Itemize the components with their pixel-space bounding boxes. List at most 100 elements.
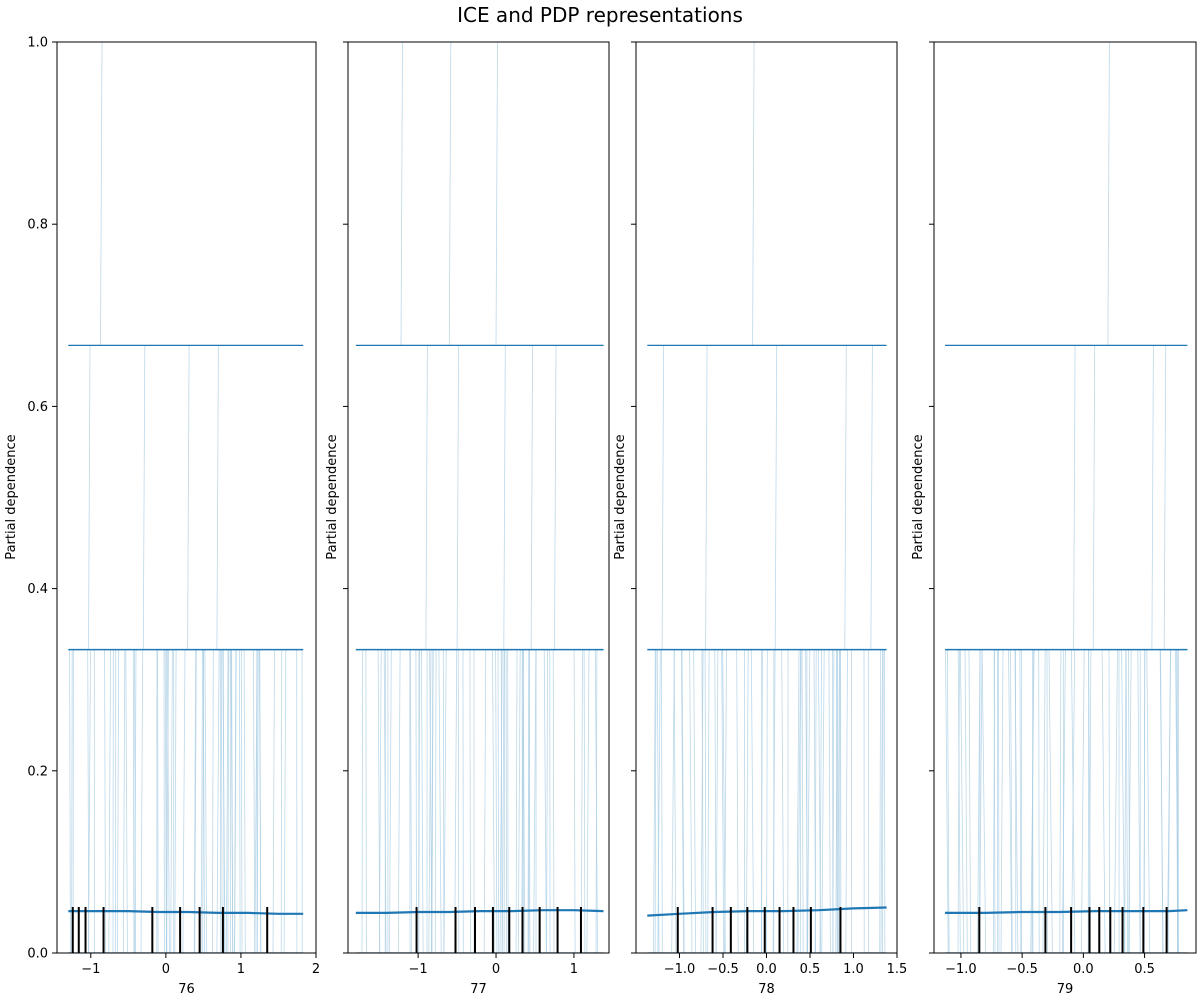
plot-area — [647, 42, 886, 953]
ice-line — [553, 650, 554, 953]
x-tick-label: 1.5 — [887, 962, 908, 977]
ice-line — [767, 650, 768, 953]
ice-line — [662, 345, 664, 649]
x-tick-label: 1 — [237, 962, 245, 977]
ice-line — [217, 345, 219, 649]
ice-line — [379, 650, 381, 953]
ice-line — [544, 650, 546, 953]
ice-line — [1147, 650, 1150, 953]
ice-line — [123, 650, 124, 953]
ice-line — [1108, 42, 1110, 345]
ice-line — [101, 42, 103, 345]
ice-line — [1161, 650, 1163, 953]
ice-line — [117, 650, 118, 953]
ice-line — [1047, 650, 1048, 953]
ice-line — [126, 650, 128, 953]
x-tick-label: −1 — [409, 962, 428, 977]
ice-line — [506, 650, 507, 953]
ice-line — [584, 650, 585, 953]
ice-line — [183, 650, 185, 953]
y-tick-label: 0.6 — [27, 400, 48, 415]
ice-line — [484, 650, 486, 953]
plot-area — [356, 42, 604, 953]
ice-line — [439, 650, 441, 953]
ice-line — [1001, 650, 1003, 953]
x-tick-label: 2 — [312, 962, 320, 977]
ice-line — [775, 345, 777, 649]
ice-line — [531, 345, 533, 649]
y-tick-label: 0.2 — [27, 764, 48, 779]
y-axis-label: Partial dependence — [613, 434, 628, 559]
ice-line — [1060, 650, 1061, 953]
ice-line — [999, 650, 1000, 953]
ice-line — [1081, 650, 1084, 953]
ice-line — [1049, 650, 1052, 953]
y-tick-label: 1.0 — [27, 36, 48, 51]
ice-line — [133, 650, 134, 953]
ice-line — [845, 345, 847, 649]
ice-line — [89, 345, 91, 649]
ice-line — [496, 42, 498, 345]
ice-line — [217, 650, 219, 953]
ice-lines — [654, 42, 885, 953]
ice-line — [802, 650, 803, 953]
ice-line — [982, 650, 986, 953]
ice-line — [871, 345, 873, 649]
x-tick-label: −1 — [81, 962, 100, 977]
x-tick-label: −0.5 — [1006, 962, 1038, 977]
ice-line — [443, 650, 444, 953]
ice-line — [470, 650, 471, 953]
ice-line — [661, 650, 662, 953]
y-axis-label: Partial dependence — [911, 434, 926, 559]
ice-line — [1039, 650, 1040, 953]
ice-line — [534, 650, 536, 953]
x-tick-label: 0.5 — [800, 962, 821, 977]
ice-line — [960, 650, 963, 953]
ice-line — [253, 650, 254, 953]
ice-line — [694, 650, 696, 953]
ice-line — [88, 650, 89, 953]
x-tick-label: 0.0 — [1073, 962, 1094, 977]
ice-line — [284, 650, 286, 953]
ice-line — [158, 650, 159, 953]
ice-line — [969, 650, 971, 953]
ice-line — [410, 650, 411, 953]
ice-line — [690, 650, 692, 953]
plot-area — [68, 42, 303, 953]
y-tick-label: 0.4 — [27, 582, 48, 597]
ice-line — [808, 650, 810, 953]
ice-line — [171, 650, 173, 953]
ice-line — [1020, 650, 1021, 953]
ice-line — [458, 650, 459, 953]
ice-line — [232, 650, 233, 953]
x-tick-label: −1.0 — [945, 962, 977, 977]
ice-line — [815, 650, 816, 953]
x-tick-label: 1 — [570, 962, 578, 977]
ice-line — [1093, 345, 1095, 649]
ice-line — [201, 650, 203, 953]
x-axis-label: 76 — [178, 982, 195, 997]
ice-line — [362, 650, 363, 953]
ice-line — [390, 650, 392, 953]
ice-line — [449, 42, 451, 345]
x-tick-label: 0 — [492, 962, 500, 977]
ice-line — [555, 345, 557, 649]
x-axis-label: 77 — [470, 982, 487, 997]
ice-line — [1074, 345, 1076, 649]
ice-lines — [70, 42, 303, 953]
ice-line — [846, 650, 848, 953]
ice-line — [518, 650, 520, 953]
x-axis-label: 79 — [1057, 982, 1074, 997]
ice-line — [241, 650, 242, 953]
ice-line — [751, 650, 753, 953]
ice-line — [587, 650, 589, 953]
ice-line — [504, 345, 506, 649]
ice-line — [457, 345, 459, 649]
ice-line — [1114, 650, 1117, 953]
